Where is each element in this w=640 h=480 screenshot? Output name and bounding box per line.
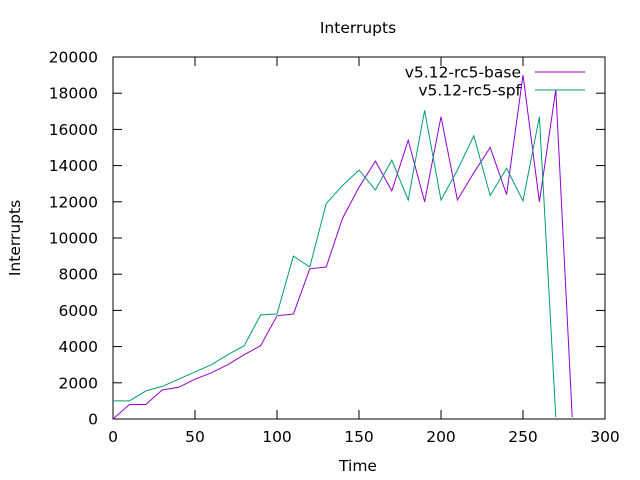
x-axis-label: Time — [338, 457, 377, 475]
y-tick-label-6: 12000 — [49, 193, 98, 211]
y-tick-label-2: 4000 — [59, 338, 98, 356]
x-tick-label-0: 0 — [108, 428, 118, 446]
x-tick-label-2: 100 — [262, 428, 292, 446]
x-tick-label-3: 150 — [344, 428, 374, 446]
x-tick-label-6: 300 — [590, 428, 620, 446]
x-tick-label-5: 250 — [508, 428, 538, 446]
x-tick-label-4: 200 — [426, 428, 456, 446]
series-line-1 — [113, 110, 557, 418]
axes: 0200040006000800010000120001400016000180… — [49, 49, 620, 447]
y-tick-label-8: 16000 — [49, 121, 98, 139]
series-layer — [112, 75, 573, 420]
y-tick-label-10: 20000 — [49, 49, 98, 67]
chart-title: Interrupts — [320, 19, 396, 37]
legend-label-1: v5.12-rc5-spf — [418, 82, 521, 100]
y-tick-label-3: 6000 — [59, 302, 98, 320]
plot-frame — [112, 56, 606, 420]
y-axis-label: Interrupts — [6, 200, 24, 276]
y-tick-label-1: 2000 — [59, 374, 98, 392]
y-tick-label-5: 10000 — [49, 230, 98, 248]
x-tick-label-1: 50 — [185, 428, 205, 446]
y-tick-label-7: 14000 — [49, 157, 98, 175]
y-tick-label-4: 8000 — [59, 266, 98, 284]
y-tick-label-9: 18000 — [49, 85, 98, 103]
series-line-0 — [112, 75, 573, 420]
y-tick-label-0: 0 — [88, 411, 98, 429]
legend-label-0: v5.12-rc5-base — [405, 64, 521, 82]
